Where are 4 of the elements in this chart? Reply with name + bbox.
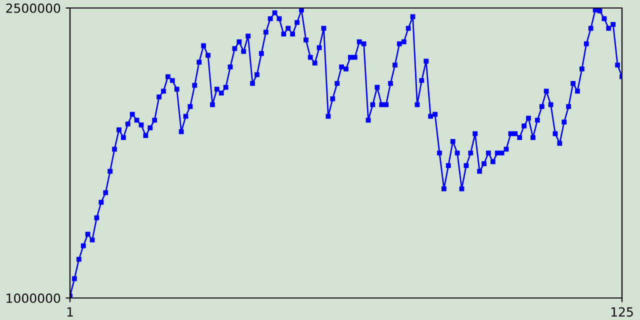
x-tick-label: 1: [67, 307, 73, 317]
y-tick-label: 2500000: [6, 3, 60, 13]
y-tick-label: 1000000: [6, 293, 60, 303]
x-tick-label: 125: [611, 307, 633, 317]
